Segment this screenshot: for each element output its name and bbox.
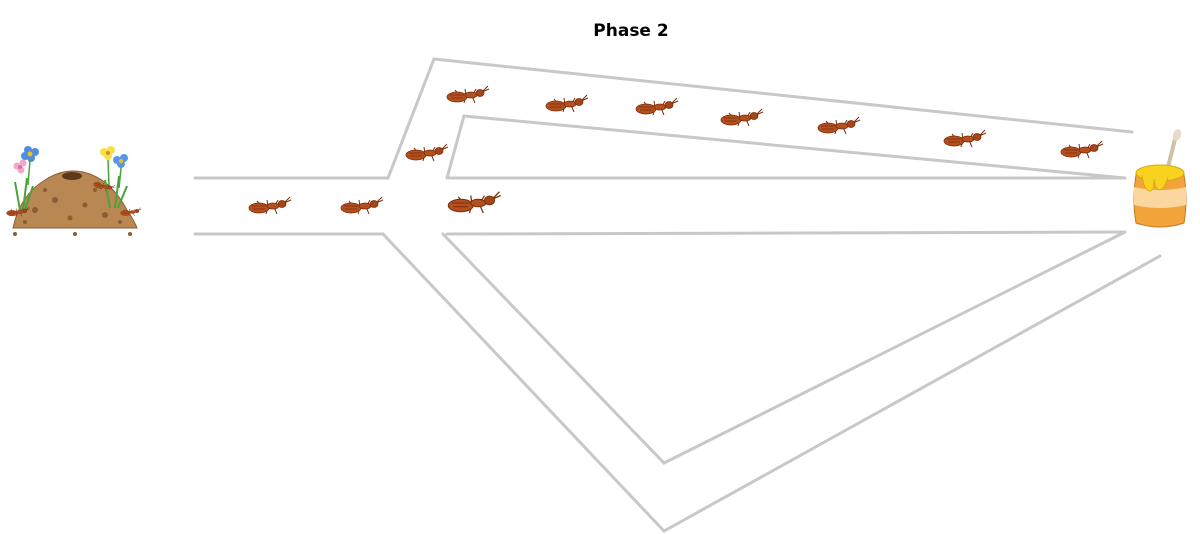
lower-path (381, 230, 1162, 533)
ant-icon (248, 196, 292, 215)
ant-icon (635, 97, 679, 116)
ant-icon (340, 196, 384, 215)
ant-icon (720, 108, 764, 127)
flower-icon (13, 159, 27, 174)
diagram-title: Phase 2 (593, 21, 669, 41)
ant-group-upper-path (405, 85, 1104, 162)
upper-path (386, 57, 1134, 180)
ant-icon (545, 94, 589, 113)
main-path (193, 176, 1127, 236)
ant-icon (405, 143, 449, 162)
ant-icon (943, 129, 987, 148)
flower-icon (113, 154, 128, 189)
flower-icon (100, 146, 115, 187)
anthill-icon (6, 146, 142, 236)
ant-icon (817, 116, 861, 135)
ant-icon (447, 191, 502, 214)
ant-icon (1060, 140, 1104, 159)
honey-pot-icon (1133, 129, 1187, 228)
ant-icon (446, 85, 490, 104)
flower-icon (21, 146, 39, 186)
ant-group-main-path (248, 191, 502, 215)
